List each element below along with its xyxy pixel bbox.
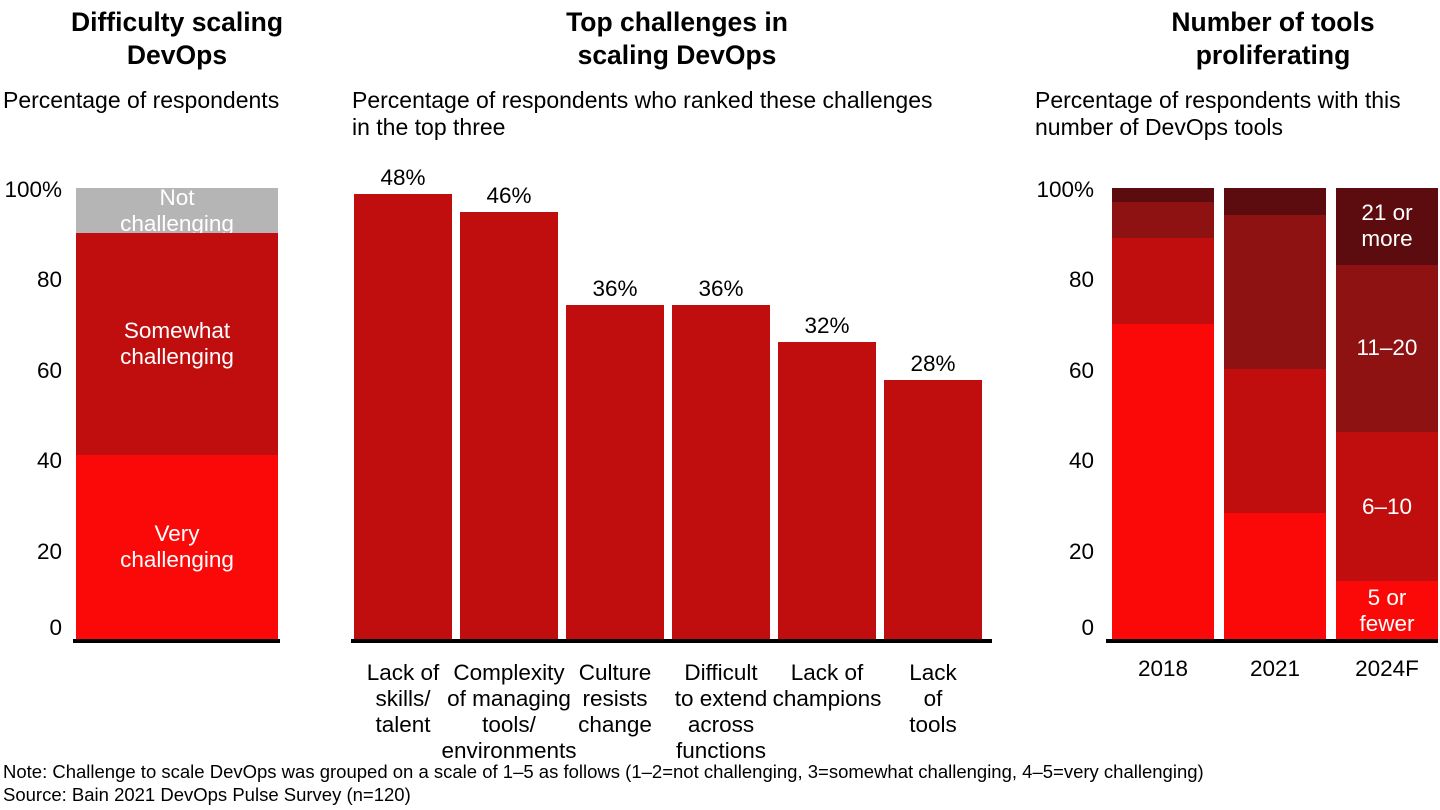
chart1-x-axis-line: [73, 639, 280, 643]
segment-2021-11-20: [1224, 215, 1326, 369]
y-tick-label: 40: [1068, 448, 1094, 474]
bar-difficult-to-extend-across-functions: [672, 305, 770, 640]
chart2-bars: 48% 46% 36% 36% 32% 28%: [350, 165, 986, 640]
chart1-subtitle: Percentage of respondents: [3, 87, 280, 113]
source-text: Source: Bain 2021 DevOps Pulse Survey (n…: [3, 784, 411, 805]
x-axis-label: 2021: [1249, 656, 1301, 681]
bar-value-label: 32%: [804, 313, 850, 339]
stacked-bar-2021: [1224, 188, 1326, 640]
chart3-title: Number of tools proliferating: [1171, 7, 1375, 70]
segment-label-11-20: 11–20: [1356, 335, 1418, 361]
bar-value-label: 28%: [910, 350, 956, 376]
segment-2024f-21-or-more: 21 or more: [1336, 188, 1438, 265]
chart3-x-axis-line: [1106, 639, 1438, 643]
segment-label-very-challenging: Very challenging: [120, 521, 234, 573]
chart3-x-axis-labels: 2018 2021 2024F: [1112, 656, 1440, 686]
segment-label-5-or-fewer: 5 or fewer: [1359, 584, 1415, 636]
x-axis-label: 2024F: [1355, 656, 1419, 681]
segment-somewhat-challenging: Somewhat challenging: [76, 233, 278, 455]
y-tick-label: 60: [1068, 357, 1094, 383]
stacked-bar-2018: [1112, 188, 1214, 640]
chart2-subtitle: Percentage of respondents who ranked the…: [352, 87, 933, 140]
bar-group-difficult-to-extend-across-functions: 36%: [668, 276, 774, 640]
segment-label-6-10: 6–10: [1361, 493, 1413, 519]
y-tick-label: 80: [1068, 267, 1094, 293]
segment-label-somewhat-challenging: Somewhat challenging: [120, 317, 234, 369]
bar-complexity-of-managing-tools-environments: [460, 212, 558, 640]
segment-very-challenging: Very challenging: [76, 454, 278, 640]
y-tick-label: 100%: [4, 177, 62, 202]
y-tick-label: 60: [36, 357, 62, 383]
segment-2018-11-20: [1112, 201, 1214, 238]
segment-2024f-5-or-fewer: 5 or fewer: [1336, 581, 1438, 640]
y-tick-label: 0: [1081, 615, 1094, 640]
chart1-y-axis: 100% 80 60 40 20 0: [0, 177, 62, 640]
y-tick-label: 80: [36, 267, 62, 293]
bar-group-lack-of-tools: 28%: [880, 351, 986, 640]
x-axis-label: Complexity of managing tools/ environmen…: [441, 660, 577, 763]
bar-culture-resists-change: [566, 305, 664, 640]
segment-label-21-or-more: 21 or more: [1361, 200, 1413, 252]
x-axis-label: Culture resists change: [578, 660, 652, 737]
chart2-x-axis-labels: Lack of skills/ talent Complexity of mana…: [350, 660, 990, 785]
segment-2024f-6-10: 6–10: [1336, 432, 1438, 582]
bar-value-label: 36%: [592, 276, 638, 302]
y-tick-label: 20: [36, 538, 62, 564]
chart1-stacked-bar: Not challenging Somewhat challenging Very …: [76, 185, 278, 640]
bar-value-label: 36%: [698, 276, 744, 302]
note-text: Note: Challenge to scale DevOps was grou…: [3, 761, 1204, 782]
bar-group-lack-of-champions: 32%: [774, 313, 880, 640]
chart2-x-axis-line: [351, 639, 992, 643]
segment-2021-6-10: [1224, 368, 1326, 514]
bar-lack-of-skills-talent: [354, 193, 452, 640]
segment-2018-5-or-fewer: [1112, 323, 1214, 640]
stacked-bar-2024f: 21 or more 11–20 6–10 5 or fewer: [1336, 188, 1438, 640]
bar-group-lack-of-skills-talent: 48%: [350, 165, 456, 640]
y-tick-label: 20: [1068, 538, 1094, 564]
segment-2018-21-or-more: [1112, 188, 1214, 202]
segment-2021-5-or-fewer: [1224, 513, 1326, 640]
bar-group-complexity-of-managing-tools-environments: 46%: [456, 183, 562, 640]
y-tick-label: 0: [49, 615, 62, 640]
chart3-stacked-bars: 21 or more 11–20 6–10 5 or fewer: [1112, 188, 1438, 640]
bar-lack-of-champions: [778, 342, 876, 640]
segment-2018-6-10: [1112, 237, 1214, 324]
segment-2024f-11-20: 11–20: [1336, 264, 1438, 433]
x-axis-label: Difficult to extend across functions: [674, 660, 768, 763]
segment-label-not-challenging: Not challenging: [120, 184, 234, 236]
bar-lack-of-tools: [884, 379, 982, 640]
y-tick-label: 100%: [1036, 177, 1094, 202]
bar-value-label: 48%: [380, 164, 426, 190]
bar-value-label: 46%: [486, 183, 532, 209]
chart3-y-axis: 100% 80 60 40 20 0: [1032, 177, 1094, 640]
x-axis-label: 2018: [1137, 656, 1189, 681]
chart2-title: Top challenges in scaling DevOps: [566, 7, 788, 70]
x-axis-label: Lack of skills/ talent: [366, 660, 440, 737]
segment-2021-21-or-more: [1224, 188, 1326, 216]
x-axis-label: Lack of champions: [772, 660, 882, 711]
y-tick-label: 40: [36, 448, 62, 474]
bar-group-culture-resists-change: 36%: [562, 276, 668, 640]
chart3-subtitle: Percentage of respondents with this numb…: [1035, 87, 1401, 140]
x-axis-label: Lack of tools: [909, 660, 957, 737]
chart1-title: Difficulty scaling DevOps: [70, 7, 284, 70]
segment-not-challenging: Not challenging: [76, 185, 278, 236]
